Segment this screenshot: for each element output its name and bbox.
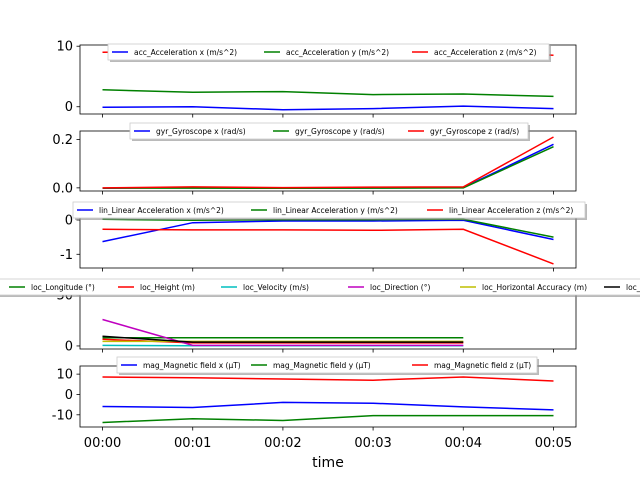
legend-label-lin-1: lin_Linear Acceleration x (m/s^2) <box>99 206 224 215</box>
series-line-lin-1 <box>102 219 554 243</box>
legend-label-lin-3: lin_Linear Acceleration z (m/s^2) <box>449 206 573 215</box>
legend-label-loc-5: loc_Direction (°) <box>370 283 430 292</box>
y-tick-label-acc-1: 10 <box>56 40 73 55</box>
series-line-acc-2 <box>102 89 554 98</box>
y-tick-label-mag-2: 10 <box>56 368 73 383</box>
subplot-acc: 010 acc_Acceleration x (m/s^2) acc_Acceler… <box>56 40 577 118</box>
series-line-mag-3 <box>102 376 554 382</box>
x-tick-label-1: 00:01 <box>174 436 211 451</box>
legend-gyr: gyr_Gyroscope x (rad/s) gyr_Gyroscope y (… <box>129 122 530 141</box>
legend-label-gyr-3: gyr_Gyroscope z (rad/s) <box>430 127 519 136</box>
series-line-gyr-1 <box>102 143 554 190</box>
legend-mag: mag_Magnetic field x (µT) mag_Magnetic fi… <box>116 356 539 375</box>
series-line-mag-2 <box>102 414 554 424</box>
legend-loc: (°)loc_Longitude (°)loc_Height (m)loc_Ve… <box>0 278 640 297</box>
series-line-lin-3 <box>102 228 554 265</box>
y-tick-label-gyr-1: 0.2 <box>52 133 73 148</box>
series-line-acc-1 <box>102 105 554 111</box>
x-tick-label-2: 00:02 <box>264 436 301 451</box>
legend-label-loc-6: loc_Horizontal Accuracy (m) <box>482 283 587 292</box>
series-line-lin-2 <box>102 218 554 238</box>
x-axis-label: time <box>312 455 344 471</box>
legend-label-loc-3: loc_Height (m) <box>140 283 195 292</box>
x-tick-label-4: 00:04 <box>445 436 482 451</box>
legend-label-gyr-1: gyr_Gyroscope x (rad/s) <box>156 127 246 136</box>
x-tick-label-3: 00:03 <box>354 436 391 451</box>
series-line-loc-5 <box>102 318 464 347</box>
y-tick-label-gyr-0: 0.0 <box>52 181 73 196</box>
legend-label-lin-2: lin_Linear Acceleration y (m/s^2) <box>273 206 398 215</box>
series-line-loc-7 <box>102 335 464 343</box>
x-tick-label-0: 00:00 <box>84 436 121 451</box>
series-line-gyr-2 <box>102 146 554 190</box>
legend-acc: acc_Acceleration x (m/s^2) acc_Accelerati… <box>107 43 551 62</box>
y-tick-label-lin-0: -1 <box>60 248 73 263</box>
legend-label-loc-4: loc_Velocity (m/s) <box>243 283 309 292</box>
legend-label-mag-2: mag_Magnetic field y (µT) <box>273 361 371 370</box>
legend-label-mag-3: mag_Magnetic field z (µT) <box>434 361 531 370</box>
legend-label-gyr-2: gyr_Gyroscope y (rad/s) <box>295 127 385 136</box>
y-tick-label-loc-0: 0 <box>65 339 73 354</box>
x-tick-label-5: 00:05 <box>535 436 572 451</box>
series-line-mag-1 <box>102 401 554 411</box>
legend-label-loc-7: loc_ <box>626 283 640 292</box>
legend-label-acc-3: acc_Acceleration z (m/s^2) <box>434 48 537 57</box>
legend-label-loc-2: loc_Longitude (°) <box>31 283 95 292</box>
legend-label-acc-1: acc_Acceleration x (m/s^2) <box>134 48 237 57</box>
legend-label-mag-1: mag_Magnetic field x (µT) <box>143 361 241 370</box>
y-tick-label-mag-1: 0 <box>65 388 73 403</box>
legend-lin: lin_Linear Acceleration x (m/s^2) lin_Lin… <box>72 201 587 220</box>
y-tick-label-mag-0: -10 <box>52 408 73 423</box>
y-tick-label-acc-0: 0 <box>65 100 73 115</box>
y-tick-label-lin-1: 0 <box>65 214 73 229</box>
subplot-loc: 050(°)loc_Longitude (°)loc_Height (m)loc… <box>0 278 640 354</box>
legend-label-acc-2: acc_Acceleration y (m/s^2) <box>286 48 389 57</box>
series-line-gyr-3 <box>102 136 554 189</box>
